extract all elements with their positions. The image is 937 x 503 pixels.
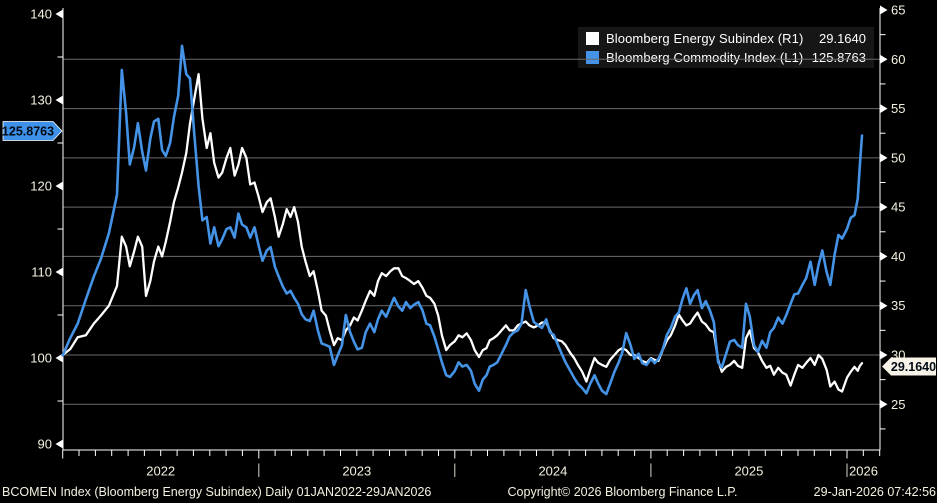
svg-text:100: 100 — [30, 351, 52, 366]
legend-value: 29.1640 — [819, 30, 866, 46]
svg-text:2026: 2026 — [849, 464, 878, 479]
energy-swatch-icon — [586, 31, 599, 45]
svg-text:120: 120 — [30, 179, 52, 194]
svg-text:55: 55 — [891, 101, 905, 116]
svg-text:130: 130 — [30, 93, 52, 108]
legend-item-energy[interactable]: Bloomberg Energy Subindex (R1) 29.1640 — [586, 29, 866, 48]
footer-security-description: BCOMEN Index (Bloomberg Energy Subindex)… — [2, 485, 432, 499]
left-axis-last-value-tag: 125.8763 — [2, 121, 63, 141]
axis-ticks: 140 130 120 110 100 90 65 60 55 50 45 40 35 30 25 — [30, 3, 905, 459]
svg-text:2023: 2023 — [342, 464, 371, 479]
svg-text:35: 35 — [891, 298, 905, 313]
legend-value: 125.8763 — [811, 49, 866, 65]
commodity-swatch-icon — [586, 50, 599, 64]
svg-text:2025: 2025 — [734, 464, 763, 479]
axis-frame — [62, 8, 881, 451]
svg-text:65: 65 — [891, 3, 905, 18]
data-lines — [61, 44, 864, 396]
chart-legend: Bloomberg Energy Subindex (R1) 29.1640 B… — [578, 27, 874, 68]
chart-footer: BCOMEN Index (Bloomberg Energy Subindex)… — [0, 485, 937, 502]
energy-last-value: 29.1640 — [891, 360, 936, 374]
legend-item-commodity[interactable]: Bloomberg Commodity Index (L1) 125.8763 — [586, 48, 866, 67]
svg-text:25: 25 — [891, 397, 905, 412]
legend-label: Bloomberg Commodity Index (L1) — [606, 49, 804, 65]
svg-text:40: 40 — [891, 249, 905, 264]
svg-text:110: 110 — [31, 265, 52, 280]
svg-text:2024: 2024 — [538, 464, 567, 479]
svg-text:60: 60 — [891, 52, 905, 67]
legend-label: Bloomberg Energy Subindex (R1) — [606, 30, 804, 46]
right-axis-last-value-tag: 29.1640 — [882, 357, 936, 376]
svg-text:50: 50 — [891, 150, 905, 165]
gridlines — [63, 58, 880, 405]
svg-text:30: 30 — [891, 347, 905, 362]
commodity-last-value: 125.8763 — [2, 125, 54, 139]
svg-text:2022: 2022 — [146, 464, 175, 479]
x-axis-year-labels: 2022 2023 2024 2025 2026 — [146, 463, 878, 479]
footer-timestamp: 29-Jan-2026 07:42:56 — [813, 485, 936, 499]
svg-text:45: 45 — [891, 200, 905, 215]
svg-text:90: 90 — [38, 437, 52, 452]
footer-copyright: Copyright© 2026 Bloomberg Finance L.P. — [507, 485, 738, 499]
svg-text:140: 140 — [30, 7, 52, 22]
